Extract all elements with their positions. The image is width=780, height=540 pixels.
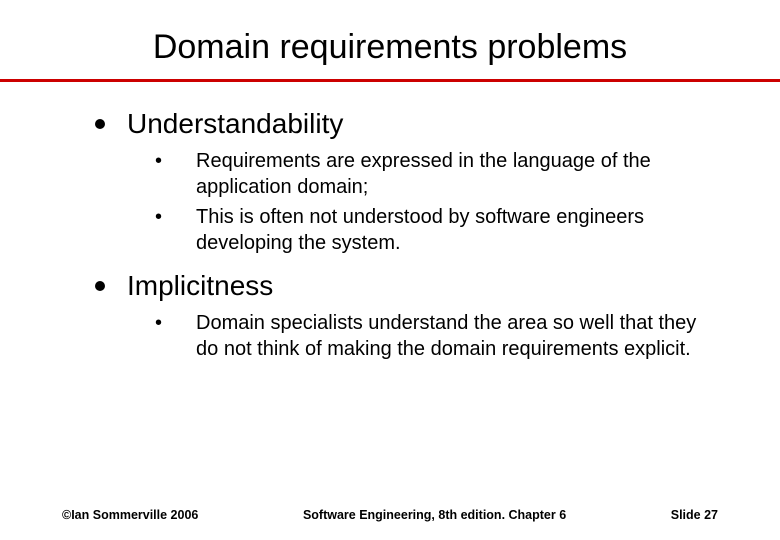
sub-bullets: • Domain specialists understand the area… [95,310,710,362]
slide-title: Domain requirements problems [40,28,740,79]
disc-icon [95,281,105,291]
footer: ©Ian Sommerville 2006 Software Engineeri… [0,508,780,522]
bullet-label: Understandability [127,108,343,140]
slide: Domain requirements problems Understanda… [0,0,780,540]
sub-bullet-text: Requirements are expressed in the langua… [196,148,710,200]
dot-icon: • [155,148,162,174]
sub-bullet: • This is often not understood by softwa… [155,204,710,256]
title-rule [0,79,780,82]
footer-book-title: Software Engineering, 8th edition. Chapt… [198,508,670,522]
footer-copyright: ©Ian Sommerville 2006 [62,508,198,522]
sub-bullet-text: Domain specialists understand the area s… [196,310,710,362]
disc-icon [95,119,105,129]
dot-icon: • [155,310,162,336]
bullet-label: Implicitness [127,270,273,302]
sub-bullet: • Domain specialists understand the area… [155,310,710,362]
footer-slide-number: Slide 27 [671,508,718,522]
sub-bullet: • Requirements are expressed in the lang… [155,148,710,200]
dot-icon: • [155,204,162,230]
bullet-implicitness: Implicitness [95,270,710,302]
content-area: Understandability • Requirements are exp… [40,108,740,362]
bullet-understandability: Understandability [95,108,710,140]
sub-bullet-text: This is often not understood by software… [196,204,710,256]
sub-bullets: • Requirements are expressed in the lang… [95,148,710,256]
